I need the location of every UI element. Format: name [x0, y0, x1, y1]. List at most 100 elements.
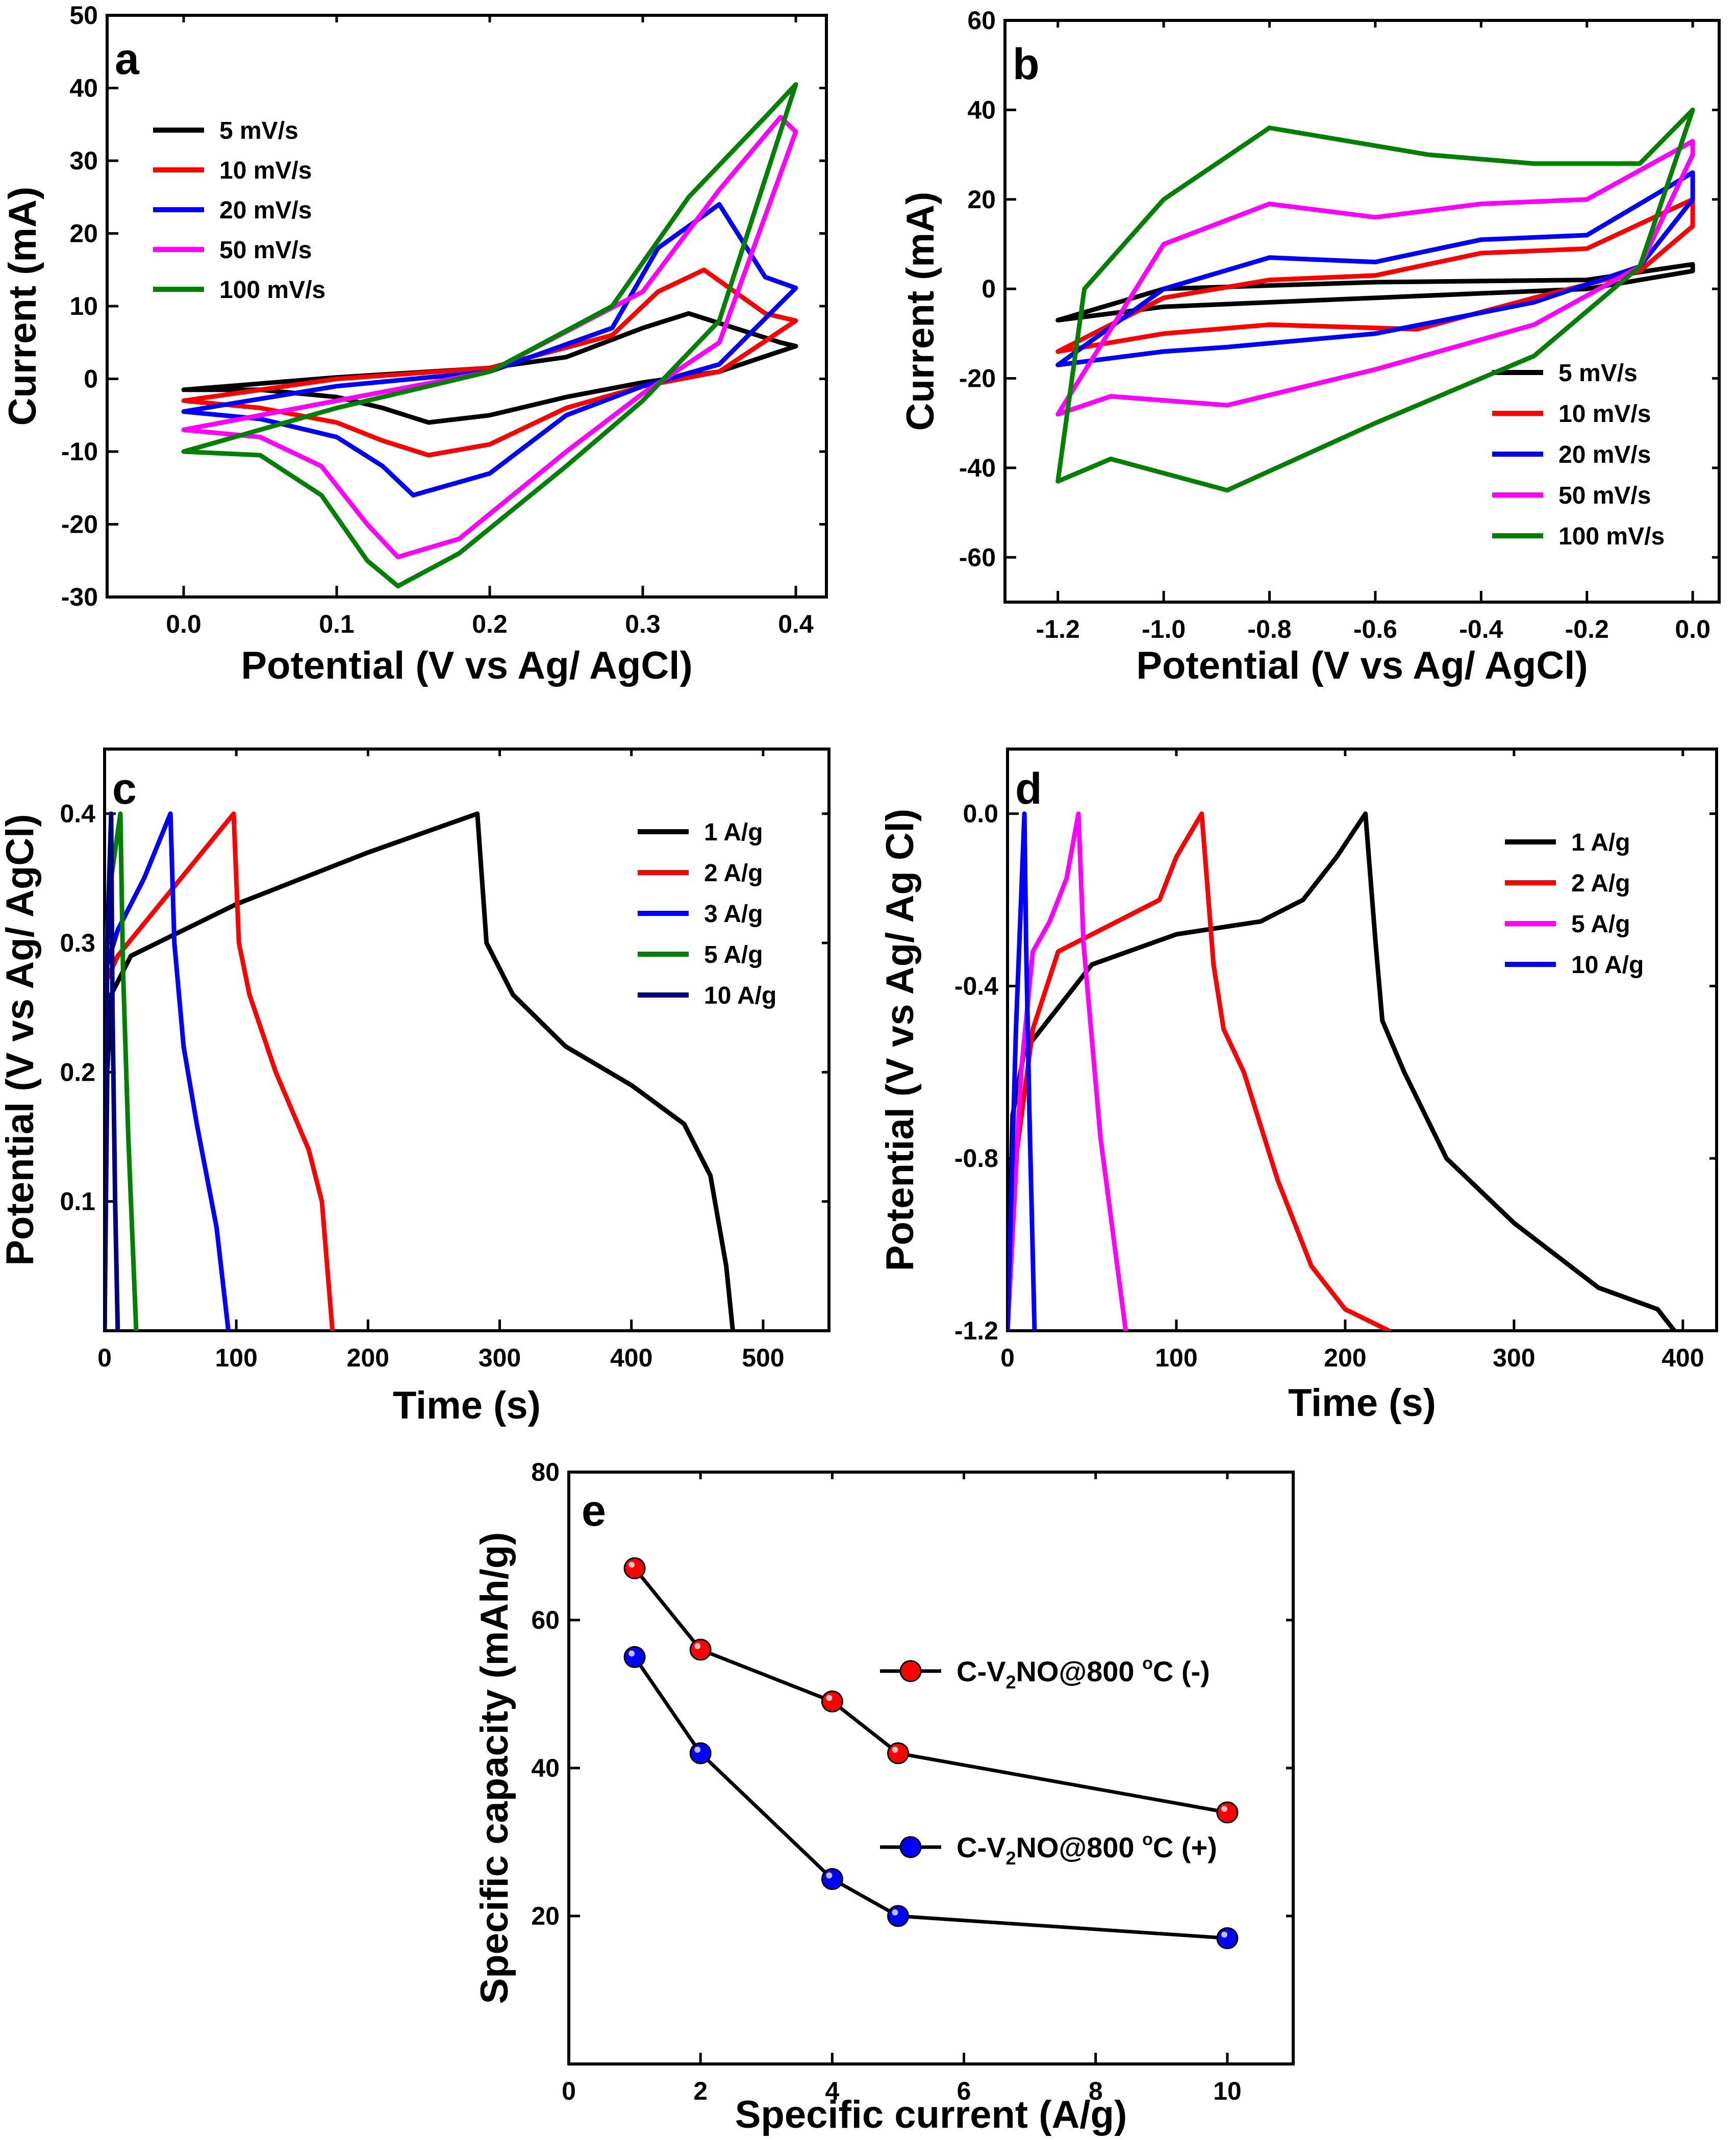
y-tick-label: 20: [69, 219, 98, 248]
legend-label: 10 A/g: [1571, 952, 1644, 979]
legend-swatch-marker: [899, 1660, 922, 1682]
series-line-20-mv-s: [181, 202, 798, 497]
panel-label: e: [582, 1486, 606, 1535]
legend-label-mid: NO@800: [1016, 1831, 1142, 1863]
y-tick-label: 10: [69, 292, 98, 320]
x-tick-label: 300: [1493, 1343, 1535, 1372]
y-tick-label: -30: [61, 583, 98, 611]
legend-label: 5 mV/s: [219, 117, 298, 144]
x-axis-title: Time (s): [393, 1384, 541, 1427]
legend-label: 10 mV/s: [219, 157, 312, 184]
y-axis-title: Potential (V vs Ag/ Ag Cl): [878, 809, 922, 1271]
data-point: [887, 1905, 909, 1927]
legend-label: 50 mV/s: [219, 237, 312, 264]
y-tick-label: 40: [967, 95, 996, 124]
x-tick-label: 0: [562, 2077, 576, 2105]
plot-frame: [1003, 19, 1721, 604]
data-point: [689, 1742, 712, 1764]
legend-label-mid: NO@800: [1016, 1655, 1142, 1687]
series-line-10-a-g: [105, 811, 120, 1331]
x-tick-label: 0.2: [472, 610, 508, 638]
y-tick-label: -1.2: [954, 1316, 998, 1345]
x-tick-label: 0.0: [1675, 615, 1710, 643]
x-tick-label: 4: [825, 2077, 839, 2105]
y-tick-label: -20: [959, 364, 996, 393]
legend-label: 1 A/g: [704, 819, 763, 846]
data-point-highlight: [628, 1561, 635, 1568]
data-point: [887, 1742, 909, 1764]
data-point-highlight: [1221, 1931, 1227, 1938]
legend-label: 10 A/g: [704, 982, 776, 1009]
series-line-20-mv-s: [1055, 170, 1695, 367]
y-tick-label: -40: [959, 454, 996, 482]
y-tick-label: 80: [531, 1458, 560, 1486]
y-tick-label: 0.2: [60, 1058, 95, 1086]
x-tick-label: -0.2: [1565, 615, 1609, 643]
y-tick-label: -20: [61, 510, 98, 539]
data-point: [1216, 1801, 1239, 1824]
legend-label: 5 A/g: [1571, 911, 1630, 938]
y-tick-label: 0.4: [60, 800, 95, 828]
x-tick-label: 300: [479, 1343, 521, 1372]
legend-label: 100 mV/s: [219, 277, 325, 304]
y-tick-label: 30: [69, 146, 98, 175]
x-tick-label: 10: [1213, 2077, 1242, 2105]
x-tick-label: 0.4: [778, 610, 814, 638]
legend-label: 100 mV/s: [1558, 523, 1665, 550]
plot-frame: [1006, 748, 1718, 1332]
legend-label: 2 A/g: [704, 860, 763, 887]
x-tick-label: 100: [215, 1343, 257, 1372]
y-tick-label: -60: [959, 543, 996, 571]
x-tick-label: 200: [347, 1343, 389, 1372]
x-axis-title: Specific current (A/g): [735, 2093, 1127, 2136]
data-point-highlight: [694, 1643, 701, 1649]
legend-label: 3 A/g: [704, 901, 763, 928]
plot-frame: [106, 14, 828, 599]
series-line-5-mv-s: [181, 311, 798, 425]
legend-label: C-V2NO@800 oC (-): [957, 1654, 1210, 1693]
y-axis-title: Current (mA): [899, 192, 942, 431]
legend-label: 50 mV/s: [1558, 482, 1651, 509]
y-tick-label: 60: [967, 6, 996, 35]
x-axis-title: Potential (V vs Ag/ AgCl): [241, 644, 692, 687]
x-tick-label: -0.8: [1247, 615, 1291, 643]
legend-label-prefix: C-V: [957, 1831, 1005, 1863]
x-axis-title: Time (s): [1288, 1381, 1436, 1425]
x-tick-label: -0.6: [1353, 615, 1397, 643]
series-line-100-mv-s: [181, 82, 798, 589]
series-line-1-a-g: [105, 811, 735, 1331]
x-tick-label: -0.4: [1459, 615, 1503, 643]
y-tick-label: 0: [84, 365, 98, 393]
panel-a: 0.0 0.1 0.2 0.3 0.4 -30 -20 -10 0 10 20 30 40 50 Poten…: [1, 1, 828, 687]
y-tick-label: -0.8: [954, 1144, 998, 1173]
legend-label: 5 mV/s: [1558, 360, 1638, 387]
series-line-2-a-g: [1008, 811, 1392, 1331]
legend-label-suffix: C (-): [1153, 1655, 1210, 1687]
data-point-highlight: [826, 1872, 833, 1879]
data-point: [623, 1646, 646, 1668]
x-tick-label: 0.0: [166, 610, 202, 638]
x-tick-label: 100: [1155, 1343, 1197, 1372]
y-tick-label: -0.4: [954, 972, 998, 1000]
panel-label: b: [1013, 40, 1040, 89]
data-point-highlight: [892, 1747, 898, 1753]
x-tick-label: 0.1: [319, 610, 355, 638]
data-point: [821, 1868, 843, 1890]
series-line-10-mv-s: [1055, 197, 1695, 354]
y-tick-label: 50: [69, 1, 98, 30]
y-tick-label: 20: [967, 185, 996, 214]
legend-label-suffix: C (+): [1153, 1831, 1217, 1863]
y-axis-title: Specific capacity (mAh/g): [473, 1532, 516, 2004]
series-line-5-mv-s: [1055, 262, 1695, 322]
series-line-10-a-g: [1008, 811, 1037, 1331]
data-point: [623, 1557, 646, 1579]
legend-label-sup: o: [1142, 1654, 1153, 1673]
data-point: [689, 1638, 712, 1661]
panel-label: c: [112, 764, 137, 813]
data-point: [821, 1690, 843, 1712]
x-tick-label: 0.3: [625, 610, 661, 638]
x-tick-label: 8: [1089, 2077, 1103, 2105]
series-line-100-mv-s: [1055, 107, 1695, 493]
x-axis-title: Potential (V vs Ag/ AgCl): [1136, 644, 1588, 687]
